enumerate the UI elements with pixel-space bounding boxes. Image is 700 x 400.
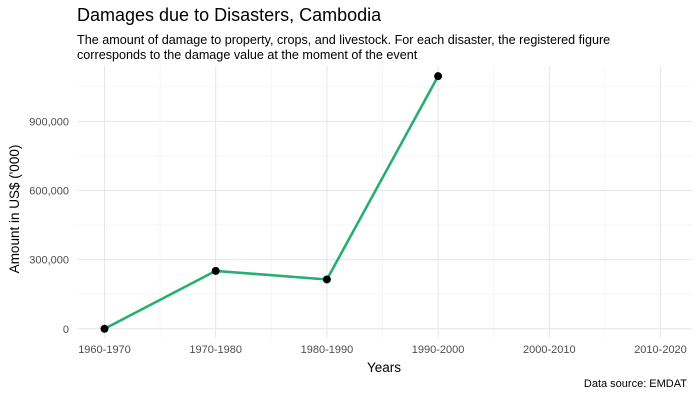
x-tick-label: 1970-1980	[189, 344, 242, 356]
data-point	[322, 275, 331, 284]
chart-subtitle: The amount of damage to property, crops,…	[77, 33, 611, 62]
minor-gridlines	[77, 66, 692, 338]
data-source-caption: Data source: EMDAT	[583, 378, 687, 390]
series-line	[103, 74, 440, 331]
major-gridlines	[77, 66, 692, 338]
data-point	[434, 72, 443, 81]
y-tick-label: 900,000	[29, 116, 69, 128]
x-tick-label: 1960-1970	[78, 344, 131, 356]
x-tick-label: 2000-2010	[523, 344, 576, 356]
chart-title: Damages due to Disasters, Cambodia	[77, 5, 382, 25]
data-point	[100, 324, 109, 333]
y-tick-label: 0	[63, 324, 69, 336]
y-axis-title: Amount in US$ ('000)	[7, 145, 22, 274]
x-tick-label: 2010-2020	[634, 344, 687, 356]
x-tick-label: 1990-2000	[412, 344, 465, 356]
data-point	[211, 266, 220, 275]
x-tick-labels: 1960-1970 1970-1980 1980-1990 1990-2000 2000…	[78, 344, 687, 356]
y-tick-label: 600,000	[29, 185, 69, 197]
series-group	[100, 72, 443, 333]
y-tick-labels: 0 300,000 600,000 900,000	[29, 116, 69, 335]
x-axis-title: Years	[367, 360, 401, 375]
y-tick-label: 300,000	[29, 255, 69, 267]
x-tick-label: 1980-1990	[301, 344, 354, 356]
